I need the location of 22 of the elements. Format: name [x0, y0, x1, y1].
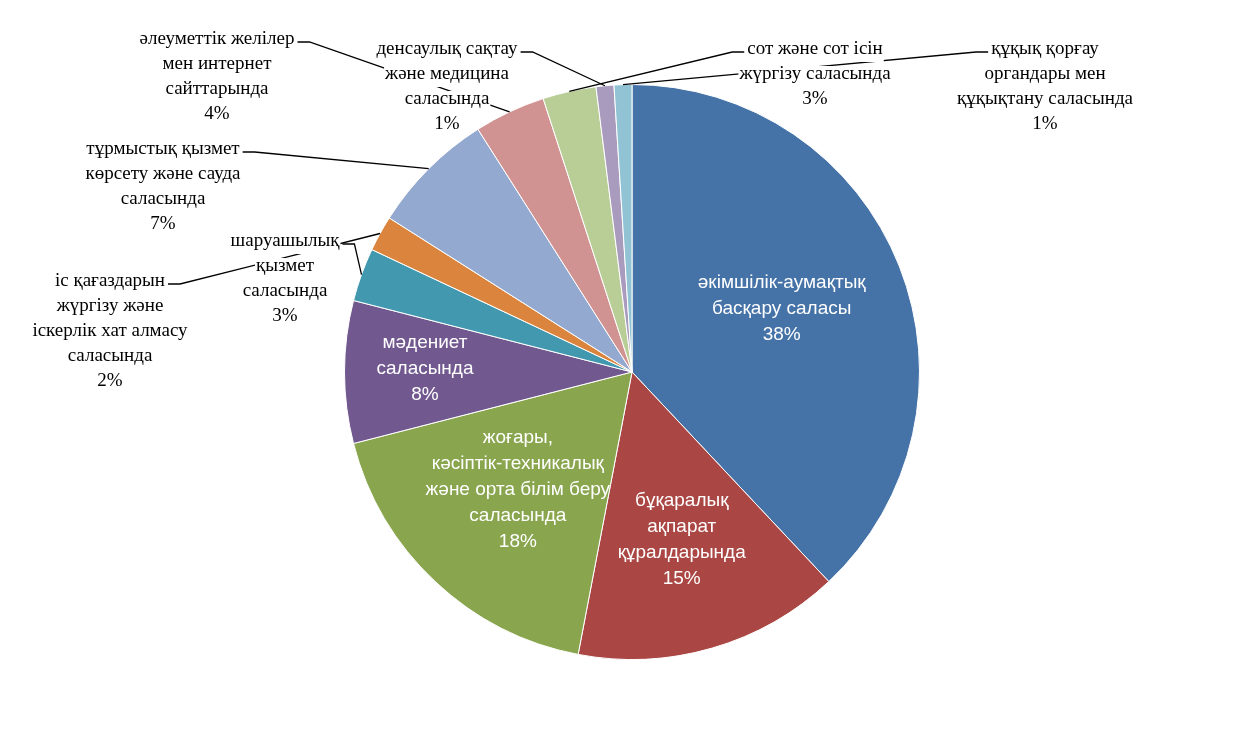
data-label: 3% [272, 304, 298, 326]
slice-label: денсаулық сақтау және медицина саласында [376, 37, 519, 109]
data-label: 15% [662, 566, 701, 588]
slice-label: тұрмыстық қызмет көрсету және сауда саласында [85, 137, 242, 209]
slice-label: бұқаралық ақпарат құралдарында [617, 488, 747, 562]
data-label: 1% [434, 112, 460, 134]
data-label: 3% [802, 87, 828, 109]
slice-label: сот және сот ісін жүргізу саласында [738, 37, 892, 84]
slice-label: әкімшілік-аумақтық басқару саласы [697, 271, 867, 319]
data-label: 38% [762, 323, 801, 345]
slice-label: әлеуметтік желілер мен интернет сайттарында [139, 27, 295, 99]
slice-label: құқық қорғау органдары мен құқықтану саласында [957, 37, 1134, 109]
data-label: 8% [411, 382, 439, 404]
slice-label: мәдениет саласында [376, 330, 474, 378]
data-label: 4% [204, 102, 230, 124]
data-label: 18% [498, 530, 537, 552]
slice-label: шаруашылық қызмет саласында [230, 229, 341, 301]
data-label: 2% [97, 369, 123, 391]
slice-label: жоғары, кәсіптік-техникалық және орта білім беру саласында [425, 426, 611, 526]
data-label: 7% [150, 212, 176, 234]
data-label: 1% [1032, 112, 1058, 134]
slice-label: іс қағаздарын жүргізу және іскерлік хат алмасу саласында [32, 269, 189, 366]
